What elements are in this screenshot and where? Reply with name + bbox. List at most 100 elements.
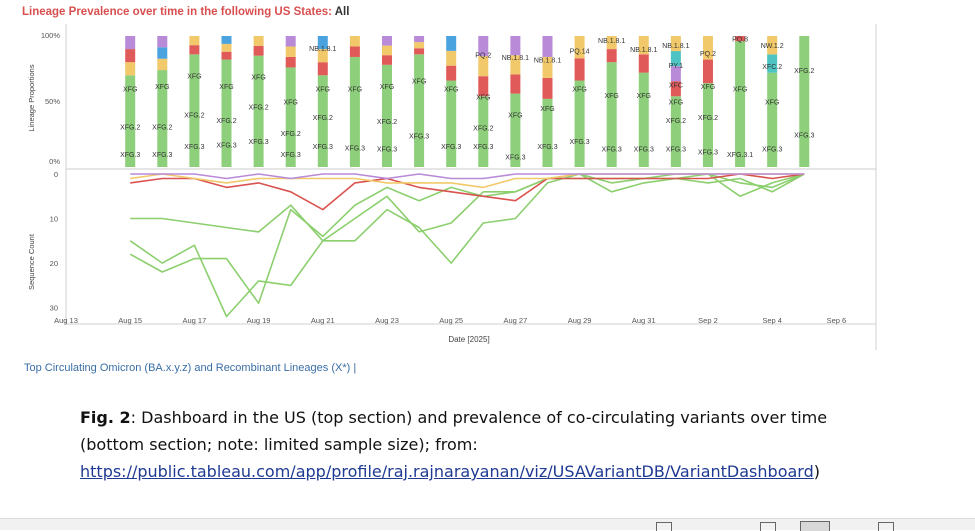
bar-column[interactable]: XFG.2 XFG.3 bbox=[794, 36, 814, 167]
bar-segment-other[interactable] bbox=[478, 36, 489, 57]
bar-segment-other[interactable] bbox=[157, 36, 168, 48]
bar-segment-other[interactable] bbox=[670, 81, 681, 97]
sequence-count-line[interactable] bbox=[130, 173, 805, 242]
sequence-count-line[interactable] bbox=[129, 173, 805, 318]
bar-segment-other[interactable] bbox=[767, 54, 778, 73]
bar-segment-other[interactable] bbox=[189, 36, 200, 46]
lineage-tab-link[interactable]: Top Circulating Omicron (BA.x.y.z) and R… bbox=[24, 362, 357, 374]
bar-segment-other[interactable] bbox=[157, 58, 168, 71]
bar-column[interactable]: PQ.2 XFG XFG.2 XFG.3 bbox=[698, 36, 718, 167]
bar-segment-xfg[interactable] bbox=[157, 70, 168, 167]
bar-segment-other[interactable] bbox=[446, 65, 457, 81]
bar-segment-other[interactable] bbox=[157, 47, 168, 59]
bar-segment-other[interactable] bbox=[542, 36, 553, 57]
bar-segment-other[interactable] bbox=[381, 45, 392, 56]
bar-segment-other[interactable] bbox=[478, 76, 489, 97]
sequence-count-line[interactable] bbox=[130, 173, 805, 189]
bar-column[interactable]: NB.1.8.1 XFG XFG.3 bbox=[598, 36, 625, 168]
toolbar-icon-3[interactable] bbox=[800, 521, 830, 531]
toolbar-icon-2[interactable] bbox=[760, 522, 776, 531]
bar-segment-other[interactable] bbox=[542, 77, 553, 99]
bar-segment-other[interactable] bbox=[606, 49, 617, 63]
bar-segment-xfg[interactable] bbox=[446, 80, 457, 167]
bar-segment-other[interactable] bbox=[767, 36, 778, 55]
bar-segment-other[interactable] bbox=[478, 56, 489, 77]
bar-segment-xfg[interactable] bbox=[799, 36, 810, 167]
bar-segment-other[interactable] bbox=[349, 46, 360, 57]
bar-segment-other[interactable] bbox=[317, 49, 328, 63]
toolbar-icon-1[interactable] bbox=[656, 522, 672, 531]
bar-column[interactable]: XFG XFG.2 XFG.3 bbox=[281, 36, 301, 167]
bar-column[interactable]: NB.1.8.1 XFG XFG.3 bbox=[502, 36, 529, 167]
sequence-count-line[interactable] bbox=[130, 173, 805, 180]
bar-column[interactable]: XFG XFG.2 XFG.3 bbox=[248, 36, 269, 167]
bar-segment-xfg[interactable] bbox=[253, 55, 264, 167]
bar-column[interactable]: XFG XFG.3 bbox=[345, 36, 365, 167]
bar-segment-other[interactable] bbox=[414, 36, 425, 43]
bar-segment-other[interactable] bbox=[414, 48, 425, 55]
bar-segment-other[interactable] bbox=[638, 54, 649, 73]
bar-segment-other[interactable] bbox=[414, 42, 425, 49]
bar-segment-xfg[interactable] bbox=[317, 75, 328, 167]
bar-segment-xfg[interactable] bbox=[638, 72, 649, 167]
bar-segment-other[interactable] bbox=[446, 36, 457, 51]
bar-column[interactable]: NB.1.8.1 XFG XFG.3 bbox=[534, 36, 561, 167]
bar-segment-other[interactable] bbox=[702, 36, 713, 60]
bar-column[interactable]: PQ.14 XFG XFG.3 bbox=[569, 36, 590, 167]
bar-segment-xfg[interactable] bbox=[702, 83, 713, 167]
bar-segment-other[interactable] bbox=[285, 36, 296, 47]
bar-column[interactable]: NB.1.8.1 XFG XFG.2 XFG.3 bbox=[309, 36, 337, 167]
bar-segment-other[interactable] bbox=[253, 36, 264, 46]
sequence-count-line[interactable] bbox=[129, 173, 805, 305]
bar-segment-other[interactable] bbox=[670, 51, 681, 67]
bar-segment-other[interactable] bbox=[317, 62, 328, 76]
bar-column[interactable]: PQ.8 XFG XFG.3.1 bbox=[727, 36, 753, 167]
bar-segment-other[interactable] bbox=[125, 62, 136, 76]
bar-segment-xfg[interactable] bbox=[606, 62, 617, 168]
bar-segment-other[interactable] bbox=[735, 36, 746, 42]
bar-segment-xfg[interactable] bbox=[574, 80, 585, 167]
bar-segment-xfg[interactable] bbox=[221, 59, 232, 167]
bar-column[interactable]: XFG XFG.2 XFG.3 bbox=[377, 36, 397, 167]
bar-segment-other[interactable] bbox=[510, 74, 521, 94]
bar-segment-xfg[interactable] bbox=[349, 56, 360, 167]
bar-segment-xfg[interactable] bbox=[381, 64, 392, 167]
bar-segment-other[interactable] bbox=[349, 36, 360, 47]
bar-segment-other[interactable] bbox=[670, 66, 681, 82]
bar-segment-other[interactable] bbox=[189, 45, 200, 55]
toolbar-icon-4[interactable] bbox=[878, 522, 894, 531]
bar-segment-other[interactable] bbox=[381, 36, 392, 46]
bar-segment-other[interactable] bbox=[606, 36, 617, 50]
bar-segment-other[interactable] bbox=[221, 36, 232, 44]
bar-segment-xfg[interactable] bbox=[735, 41, 746, 167]
bar-segment-xfg[interactable] bbox=[125, 75, 136, 167]
bar-segment-other[interactable] bbox=[221, 51, 232, 60]
bar-column[interactable]: PQ.2 XFG XFG.2 XFG.3 bbox=[473, 36, 494, 167]
bar-segment-xfg[interactable] bbox=[767, 72, 778, 167]
bar-segment-other[interactable] bbox=[221, 43, 232, 52]
bar-column[interactable]: XFG XFG.3 bbox=[441, 36, 461, 167]
bar-segment-xfg[interactable] bbox=[189, 54, 200, 168]
bar-segment-other[interactable] bbox=[574, 36, 585, 59]
bar-segment-other[interactable] bbox=[317, 36, 328, 50]
bar-segment-other[interactable] bbox=[125, 49, 136, 63]
bar-segment-other[interactable] bbox=[446, 50, 457, 66]
bar-segment-other[interactable] bbox=[702, 59, 713, 84]
bar-column[interactable]: XFG XFG.3 bbox=[409, 36, 429, 168]
bar-segment-other[interactable] bbox=[542, 56, 553, 78]
bar-segment-xfg[interactable] bbox=[542, 98, 553, 167]
bar-segment-other[interactable] bbox=[125, 36, 136, 50]
bar-segment-xfg[interactable] bbox=[670, 96, 681, 167]
bar-segment-other[interactable] bbox=[510, 36, 521, 56]
bar-segment-xfg[interactable] bbox=[478, 96, 489, 167]
bar-segment-xfg[interactable] bbox=[285, 67, 296, 167]
bar-column[interactable]: XFG XFG.2 XFG.3 bbox=[216, 36, 237, 167]
bar-segment-other[interactable] bbox=[638, 36, 649, 55]
bar-column[interactable]: XFG XFG.2 XFG.3 bbox=[120, 36, 140, 167]
bar-column[interactable]: NB.1.8.1 XFG XFG.3 bbox=[630, 36, 657, 167]
bar-segment-other[interactable] bbox=[285, 56, 296, 68]
bar-segment-other[interactable] bbox=[574, 58, 585, 81]
bar-column[interactable]: XFG XFG.2 XFG.3 bbox=[152, 36, 173, 167]
bar-segment-other[interactable] bbox=[381, 55, 392, 65]
bar-column[interactable]: XFG XFG.2 XFG.3 bbox=[184, 36, 205, 168]
